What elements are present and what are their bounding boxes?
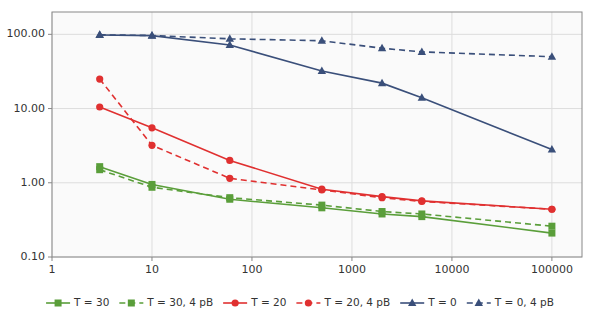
marker [548,206,555,213]
legend-label: T = 0, 4 pB [494,296,554,308]
legend-item: T = 0, 4 pB [467,296,554,308]
legend-label: T = 30, 4 pB [146,296,213,308]
legend-item: T = 20 [223,296,286,308]
marker [148,142,155,149]
plot-frame [52,12,582,257]
marker [148,184,155,191]
marker [318,202,325,209]
marker [418,197,425,204]
marker [318,186,325,193]
tick-label: 10000 [434,263,469,276]
plot-area [52,12,582,257]
axes: 0.10 1.00 10.00 100.00 1 10 100 1000 10000 100000 [7,12,583,276]
line [100,35,552,150]
marker [378,194,385,201]
marker [148,124,155,131]
legend-marker [408,299,416,307]
tick-label: 100 [241,263,262,276]
tick-label: 10 [145,263,159,276]
marker [318,36,326,44]
marker [318,186,325,193]
grid-line [52,182,582,183]
marker [379,208,386,215]
tick-label: 1.00 [21,176,46,189]
tick-label: 100.00 [7,27,46,40]
legend-item: T = 0 [400,296,457,308]
marker [226,194,233,201]
legend-marker [128,300,135,307]
tick [52,257,53,261]
marker [378,79,386,87]
tick [151,257,152,261]
tick-label: 1000 [338,263,366,276]
marker [548,223,555,230]
legend: T = 30 T = 30, 4 pB T = 20 T = 20, 4 pB T = … [46,296,554,308]
marker [548,230,555,237]
legend-item: T = 30 [46,296,109,308]
legend-label: T = 20 [250,296,286,308]
marker [226,175,233,182]
line [100,35,552,57]
marker [418,210,425,217]
legend-label: T = 0 [427,296,457,308]
tick [351,257,352,261]
marker [148,31,156,38]
grid [52,12,582,257]
line [100,79,552,209]
tick [251,257,252,261]
series [96,75,555,212]
line [100,167,552,233]
tick [48,182,52,183]
tick [48,257,52,258]
tick [48,34,52,35]
marker [418,93,426,101]
marker [96,30,104,37]
tick-label: 100000 [531,263,573,276]
legend-marker [232,299,239,306]
marker [548,206,555,213]
marker [318,67,326,75]
tick-label: 1 [49,263,56,276]
marker [548,145,556,153]
legend-item: T = 20, 4 pB [296,296,390,308]
legend-marker [55,300,62,307]
marker [418,198,425,205]
tick [48,108,52,109]
marker [226,157,233,164]
data [96,30,557,236]
series [96,166,555,229]
chart: 0.10 1.00 10.00 100.00 1 10 100 1000 10000 100000… [0,0,600,319]
marker [96,103,103,110]
line [100,170,552,226]
marker [418,47,426,55]
grid-line [151,12,152,257]
legend-marker [305,299,312,306]
marker [378,44,386,52]
marker [96,75,103,82]
marker [96,166,103,173]
grid-line [551,12,552,257]
legend-item: T = 30, 4 pB [119,296,213,308]
series [96,30,557,152]
series [96,163,555,236]
marker [548,52,556,60]
grid-line [251,12,252,257]
tick [451,257,452,261]
series [96,30,557,59]
grid-line [52,108,582,109]
series [96,103,555,212]
legend-label: T = 30 [73,296,109,308]
tick-label: 0.10 [21,250,46,263]
marker [226,34,234,42]
tick-label: 10.00 [14,102,46,115]
grid-line [351,12,352,257]
tick [551,257,552,261]
legend-marker [475,299,483,307]
legend-label: T = 20, 4 pB [323,296,390,308]
